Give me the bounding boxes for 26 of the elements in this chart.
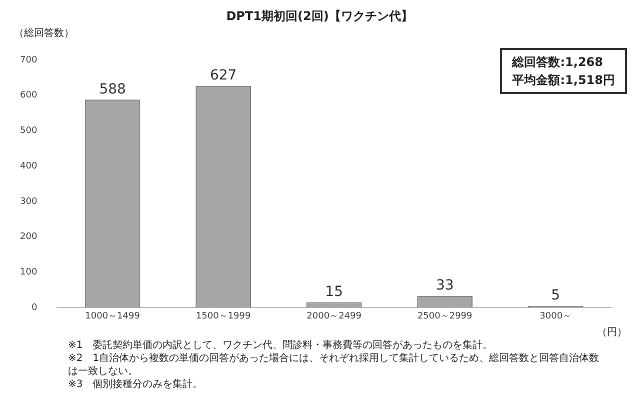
y-tick-label: 500 — [20, 126, 38, 136]
data-label: 15 — [325, 284, 344, 300]
y-tick-label: 200 — [20, 232, 38, 242]
x-tick-label: 1000～1499 — [85, 311, 140, 322]
x-axis-title: （円） — [596, 326, 628, 339]
x-tick-label: 2000～2499 — [306, 311, 362, 322]
text: ※3 個別接種分のみを集計。 — [68, 378, 204, 391]
data-label: 627 — [210, 67, 237, 84]
y-tick-label: 600 — [20, 90, 38, 101]
data-label: 5 — [551, 287, 560, 304]
y-tick-label: 300 — [20, 196, 38, 207]
x-tick-label: 1500～1999 — [196, 311, 251, 322]
annotation: 総回答数:1,268 — [512, 54, 604, 71]
y-tick-label: 0 — [31, 302, 38, 313]
data-label: 588 — [99, 81, 126, 98]
y-axis-title: （総回答数） — [14, 27, 75, 40]
chart-title: DPT1期初回(2回)【ワクチン代】 — [225, 8, 414, 25]
y-tick-label: 400 — [20, 161, 38, 172]
text: ※2 1自治体から複数の単価の回答があった場合には、それぞれ採用して集計しているため、総回答数と回答自治体数は一致しない。 — [68, 352, 600, 378]
x-tick-label: 3000～ — [540, 311, 572, 322]
annotation: 平均金額:1,518円 — [512, 72, 615, 89]
data-label: 33 — [436, 278, 454, 294]
text: ※1 委託契約単価の内訳として、ワクチン代、問診料・事務費等の回答があったものを集計。 — [68, 339, 494, 352]
x-tick-label: 2500～2999 — [417, 311, 473, 322]
y-tick-label: 700 — [20, 55, 38, 66]
y-tick-label: 100 — [20, 268, 38, 278]
